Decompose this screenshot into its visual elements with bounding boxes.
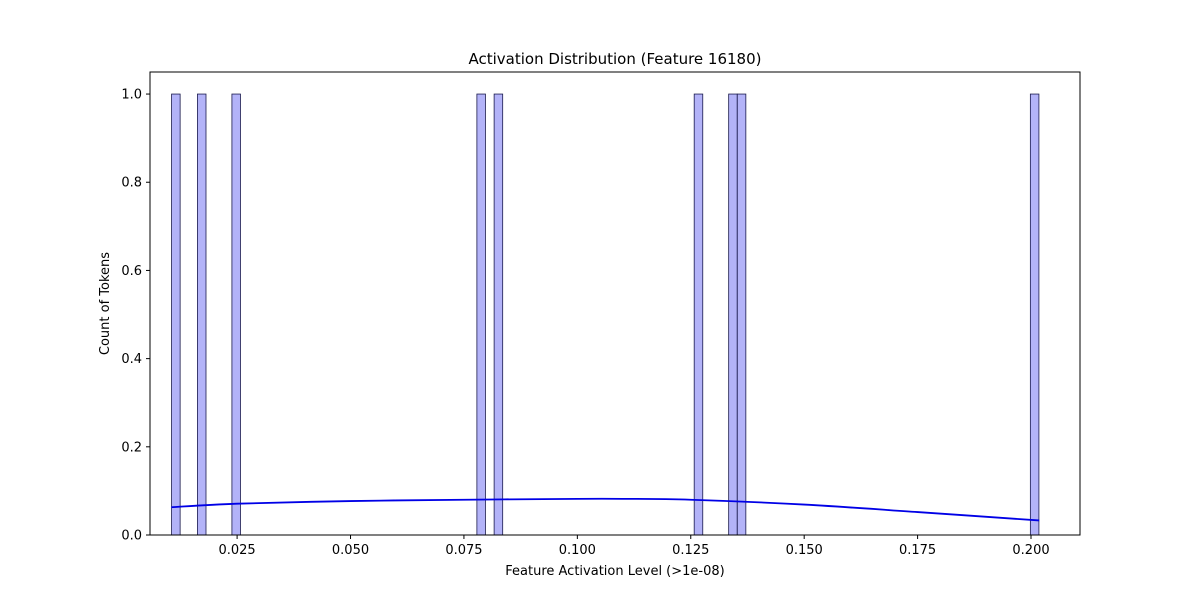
y-tick-label: 0.6: [121, 264, 142, 279]
x-tick-label: 0.175: [899, 543, 936, 558]
histogram-bar: [693, 93, 704, 536]
kde-line: [171, 497, 1040, 522]
histogram-bar: [728, 93, 738, 536]
x-tick-label: 0.050: [332, 543, 369, 558]
chart-title: Activation Distribution (Feature 16180): [468, 50, 761, 68]
x-axis-title: Feature Activation Level (>1e-08): [505, 564, 724, 579]
y-tick-label: 0.4: [121, 352, 142, 367]
histogram-bar: [736, 93, 747, 536]
histogram-bars: [171, 93, 1040, 536]
x-tick-label: 0.150: [786, 543, 823, 558]
y-axis-title: Count of Tokens: [98, 252, 113, 355]
histogram-bar: [476, 93, 486, 536]
y-tick-label: 0.8: [121, 176, 142, 191]
y-tick-label: 0.2: [121, 440, 142, 455]
plot-frame: [149, 71, 1081, 536]
x-tick-label: 0.125: [672, 543, 709, 558]
kde-curve-group: [171, 497, 1040, 522]
x-tick-label: 0.075: [445, 543, 482, 558]
x-axis-ticks: 0.025 0.050 0.075 0.100 0.125 0.150 0.175 0.200: [218, 535, 1050, 558]
histogram-bar: [1029, 93, 1040, 536]
histogram-bar: [171, 93, 181, 536]
x-tick-label: 0.025: [218, 543, 255, 558]
x-tick-label: 0.100: [559, 543, 596, 558]
y-axis-ticks: 0.0 0.2 0.4 0.6 0.8 1.0: [121, 88, 150, 544]
histogram-bar: [493, 93, 504, 536]
x-tick-label: 0.200: [1012, 543, 1049, 558]
histogram-bar: [197, 93, 207, 536]
y-tick-label: 1.0: [121, 88, 142, 103]
histogram-bar: [231, 93, 241, 536]
y-tick-label: 0.0: [121, 529, 142, 544]
